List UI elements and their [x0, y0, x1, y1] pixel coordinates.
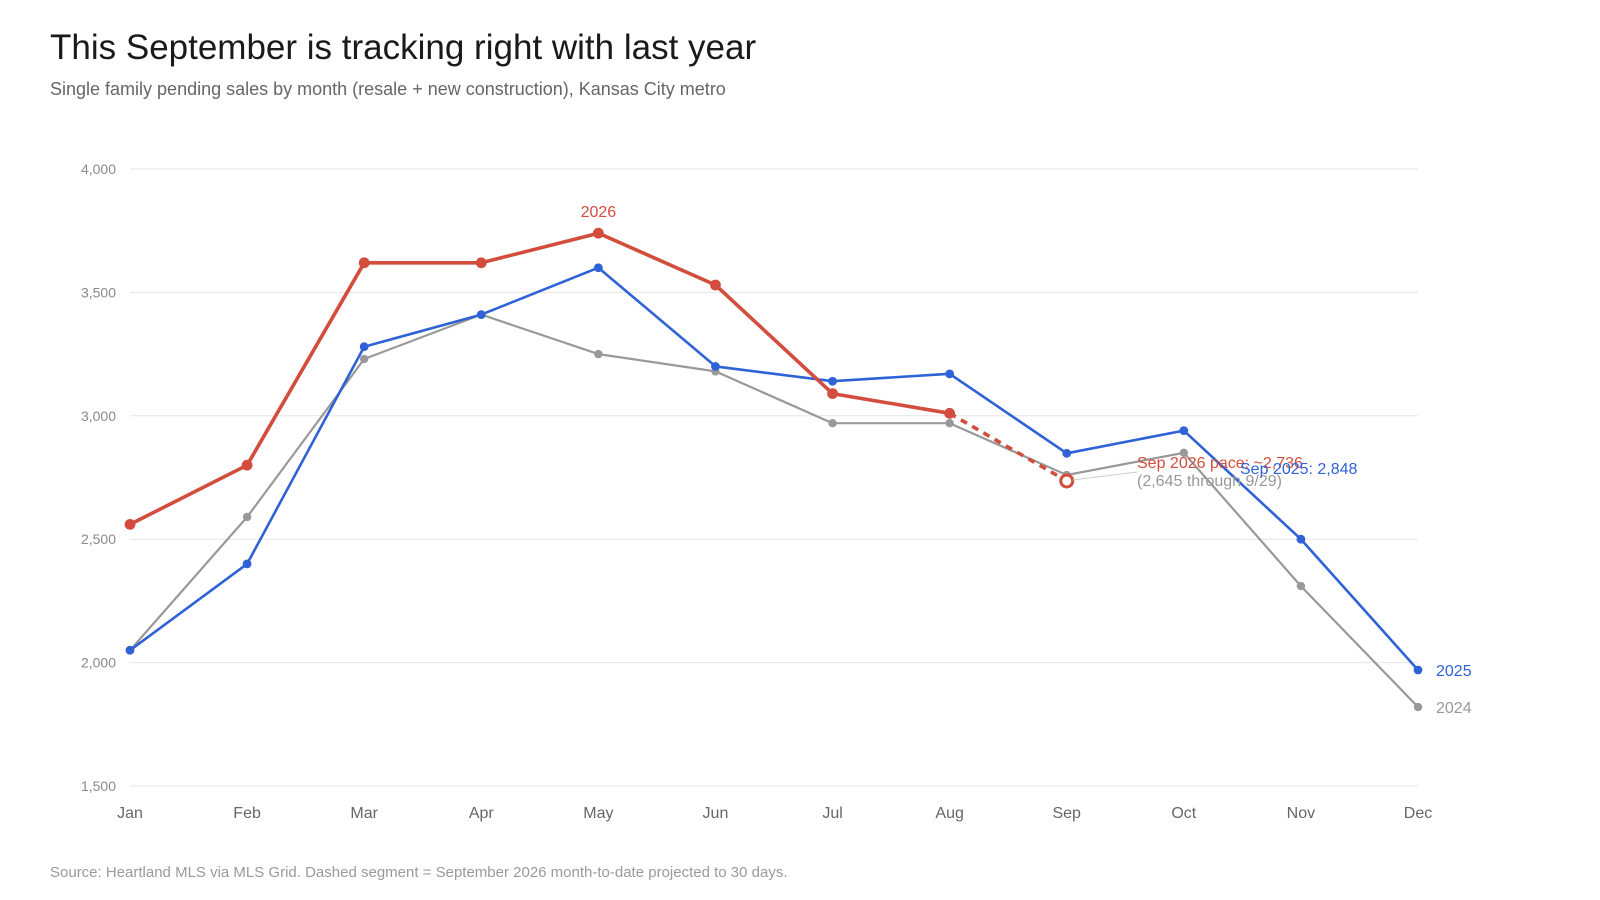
- annotation-leader: [1072, 471, 1138, 481]
- data-point-2024: [1413, 702, 1423, 712]
- data-point-2024: [242, 512, 252, 522]
- y-tick-label: 2,000: [81, 655, 116, 671]
- chart-title: This September is tracking right with la…: [50, 28, 757, 67]
- chart-subtitle: Single family pending sales by month (re…: [50, 79, 726, 99]
- x-tick-label: Sep: [1052, 805, 1081, 822]
- series-line-2025: [128, 266, 1420, 672]
- y-tick-label: 2,500: [81, 531, 116, 547]
- series-line-2026: [128, 231, 952, 527]
- x-tick-label: Jun: [703, 805, 729, 822]
- data-point-2026: [710, 279, 721, 291]
- data-point-2025: [359, 342, 369, 352]
- data-point-2026: [124, 518, 136, 530]
- x-tick-label: Dec: [1404, 805, 1432, 822]
- x-axis-ticks: Jan Feb Mar Apr May Jun Jul Aug Sep Oct Nov Dec: [117, 805, 1432, 822]
- projection-line-2026: [948, 411, 1068, 483]
- data-point-2025: [1413, 665, 1423, 675]
- x-tick-label: Mar: [350, 805, 378, 822]
- data-point-2025: [1296, 534, 1306, 544]
- data-point-2026: [358, 257, 370, 269]
- data-point-2026: [592, 227, 604, 239]
- data-point-2025: [711, 362, 720, 371]
- data-point-2024: [1296, 581, 1306, 591]
- x-tick-label: Nov: [1287, 805, 1315, 822]
- y-axis-ticks: 1,500 2,000 2,500 3,000 3,500 4,000: [81, 161, 116, 794]
- annotation-sep-2025: Sep 2025: 2,848: [1240, 461, 1358, 478]
- data-point-2025: [242, 559, 252, 569]
- data-point-2025: [593, 263, 603, 273]
- data-point-2024: [945, 419, 954, 428]
- annotations: Sep 2026 pace: ~2,736(2,645 through 9/29…: [581, 204, 1472, 717]
- data-point-2024: [828, 419, 837, 428]
- y-tick-label: 1,500: [81, 778, 116, 794]
- series-label-2025: 2025: [1436, 663, 1472, 680]
- x-tick-label: May: [583, 805, 613, 822]
- gridlines: [130, 168, 1418, 787]
- series-label-2024: 2024: [1436, 700, 1472, 717]
- data-point-2026: [827, 388, 838, 399]
- x-tick-label: Aug: [935, 805, 963, 822]
- series-label-2026: 2026: [581, 204, 617, 221]
- series-lines: [124, 227, 1423, 712]
- data-point-2025: [1179, 426, 1189, 436]
- y-tick-label: 4,000: [81, 161, 116, 177]
- data-point-2024: [1179, 448, 1189, 458]
- annotation-month-to-date: (2,645 through 9/29): [1137, 473, 1282, 490]
- data-point-2025: [1062, 448, 1072, 458]
- annotation-sep-2026-pace: Sep 2026 pace: ~2,736: [1137, 455, 1303, 472]
- data-point-2026: [241, 459, 253, 471]
- data-point-2024: [359, 354, 369, 364]
- x-tick-label: Oct: [1171, 805, 1196, 822]
- x-tick-label: Apr: [469, 805, 495, 822]
- y-tick-label: 3,500: [81, 284, 116, 300]
- x-tick-label: Jul: [822, 805, 842, 822]
- data-point-2024: [594, 349, 603, 359]
- data-point-2025: [125, 645, 135, 655]
- data-point-2025: [476, 310, 486, 320]
- data-point-2026: [475, 257, 487, 269]
- data-point-2025: [945, 369, 955, 379]
- projection-point-2026: [1059, 473, 1075, 489]
- x-tick-label: Feb: [233, 805, 261, 822]
- data-point-2025: [828, 376, 837, 386]
- x-tick-label: Jan: [117, 805, 143, 822]
- y-tick-label: 3,000: [81, 408, 116, 424]
- source-note: Source: Heartland MLS via MLS Grid. Dash…: [50, 864, 788, 881]
